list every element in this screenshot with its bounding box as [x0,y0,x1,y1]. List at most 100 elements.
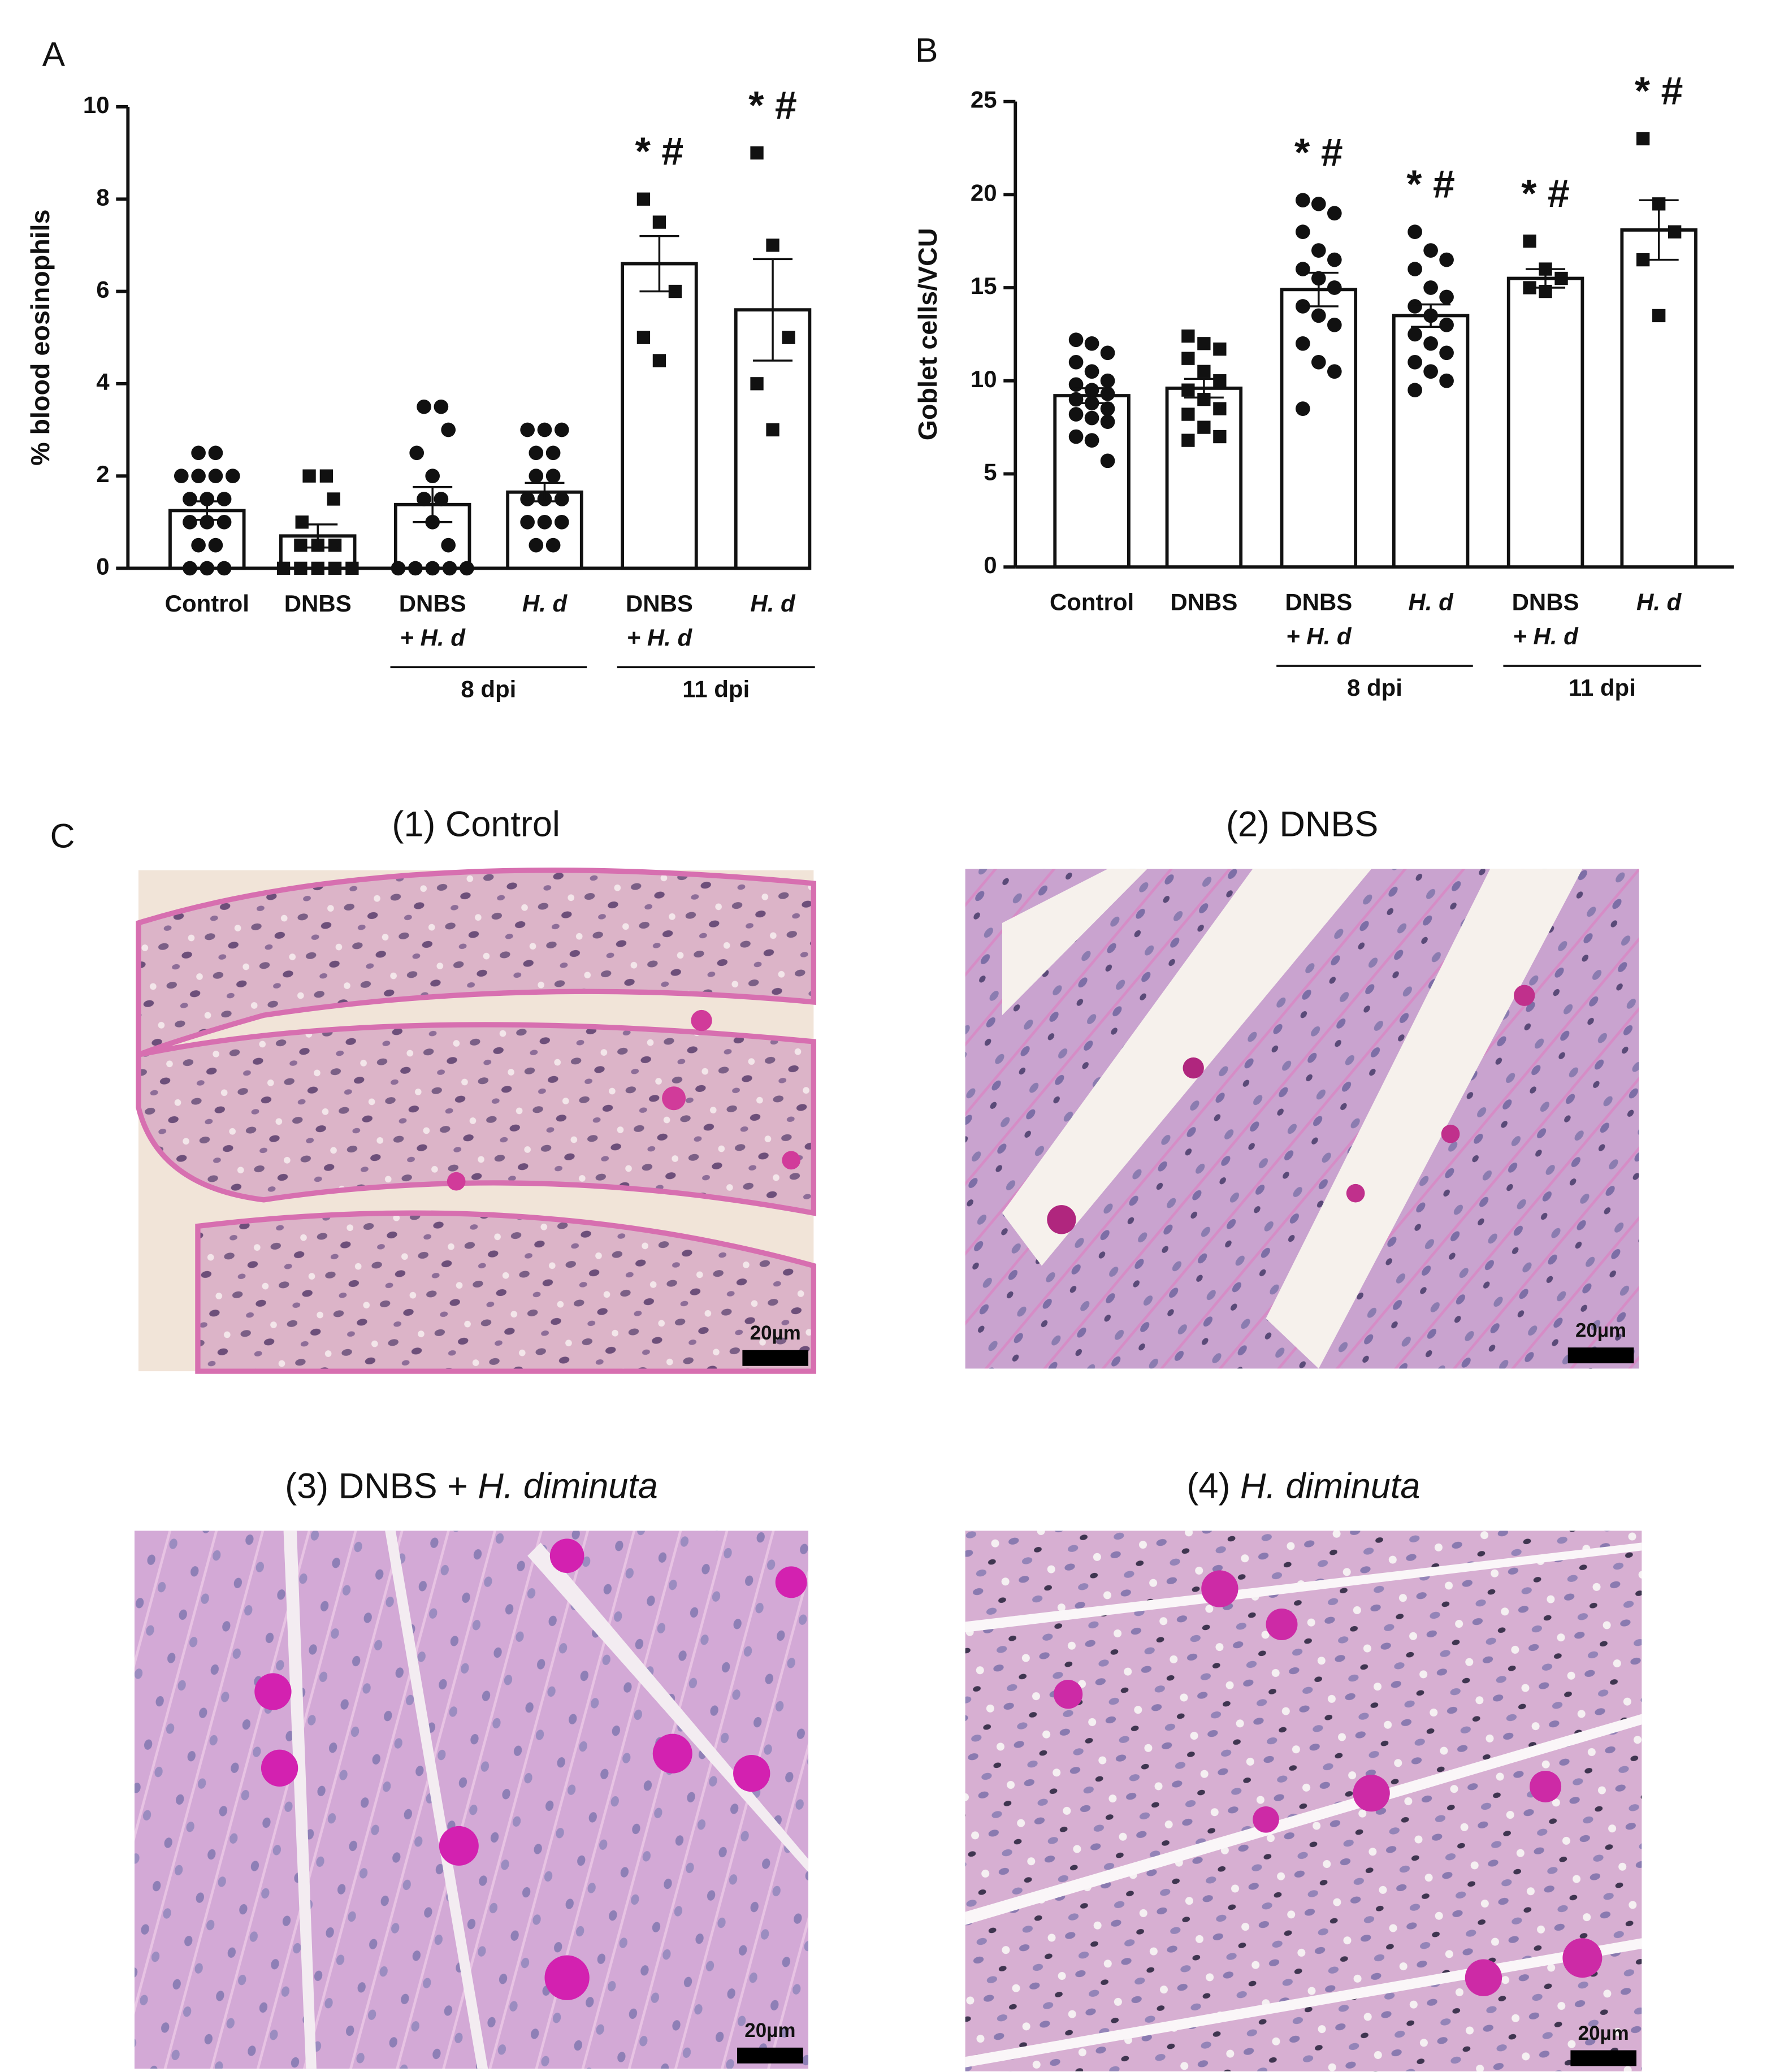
y-tick-label: 10 [971,366,997,392]
x-tick-label: H. d [1408,589,1454,615]
data-point [529,537,544,553]
data-point [200,492,215,506]
data-point [200,514,215,530]
annotation: * # [1521,171,1570,215]
data-point [1327,318,1342,332]
x-tick-label: + H. d [1513,623,1579,649]
data-point [520,492,535,506]
bar [1392,314,1470,569]
x-tick-label: DNBS [284,590,352,617]
data-point [1068,377,1084,392]
data-point [183,492,197,506]
scale-bar-label: 20µm [750,1322,801,1344]
data-point [1327,252,1342,267]
data-point [1439,252,1454,267]
x-tick-label: + H. d [400,625,466,651]
data-point [1213,402,1227,415]
bar [1620,228,1697,569]
x-tick-label: DNBS [1512,589,1579,615]
data-point [208,469,223,483]
data-point [1439,345,1454,361]
annotation: * # [1406,162,1455,206]
micrograph [136,868,817,1374]
data-point [1084,433,1099,448]
scale-bar [742,1350,809,1366]
data-point [1327,206,1342,221]
scale-bar-label: 20µm [1575,1319,1626,1341]
data-point [652,215,666,229]
annotation: * # [1294,130,1343,174]
data-point [1181,434,1195,447]
data-point [1100,453,1115,469]
data-point [636,192,651,206]
image-title: (3) DNBS + H. diminuta [285,1466,658,1506]
annotation: * # [635,129,684,173]
micrograph [965,1531,1642,2071]
x-tick-label: H. d [522,590,568,617]
data-point [1197,421,1211,434]
data-point [191,445,206,461]
data-point [327,492,340,506]
data-point [554,492,569,506]
group-label: 8 dpi [1347,674,1402,701]
y-axis-label: Goblet cells/VCU [913,228,942,440]
y-tick-label: 5 [984,459,997,486]
data-point [1407,327,1422,342]
data-point [554,514,569,530]
data-point [225,469,240,483]
data-point [766,239,779,252]
bar [1165,386,1243,569]
title-part: H. diminuta [478,1466,657,1506]
title-part: (1) Control [392,804,560,844]
data-point [545,469,561,483]
data-point [1084,364,1099,379]
data-point [1068,332,1084,348]
data-point [1181,383,1195,397]
data-point [1100,414,1115,430]
data-point [545,537,561,553]
data-point [1100,345,1115,361]
micrograph [134,1531,809,2069]
data-point [1296,336,1310,351]
scale-bar [1570,2050,1637,2066]
data-point [1439,318,1454,332]
data-point [1554,271,1568,285]
data-point [766,423,779,437]
data-point [1407,354,1422,370]
bar [1506,276,1584,569]
data-point [1084,410,1099,426]
data-point [216,561,232,576]
data-point [520,422,535,437]
data-point [1100,386,1115,401]
title-part: (3) DNBS + [285,1466,478,1506]
x-tick-label: H. d [1636,589,1682,615]
data-point [1197,337,1211,350]
data-point [1296,224,1310,240]
data-point [1423,336,1438,351]
panel-label: C [50,817,75,855]
micrograph [965,869,1639,1369]
data-point [1327,280,1342,295]
data-point [328,561,342,575]
data-point [391,561,406,576]
data-point [1296,401,1310,416]
data-point [1068,429,1084,444]
data-point [1197,365,1211,378]
data-point [750,146,764,160]
data-point [529,469,544,483]
data-point [1213,374,1227,388]
data-point [1636,132,1650,146]
data-point [1423,280,1438,295]
data-point [460,561,474,576]
panel-label: B [915,31,938,69]
data-point [174,469,189,483]
data-point [295,515,309,529]
y-tick-label: 15 [971,272,997,299]
x-tick-label: DNBS [1285,589,1352,615]
data-point [1100,401,1115,416]
x-tick-label: Control [1050,589,1134,615]
data-point [417,399,431,414]
y-axis-label: % blood eosinophils [25,209,55,465]
data-point [1652,309,1666,323]
image-title: (1) Control [392,804,560,844]
